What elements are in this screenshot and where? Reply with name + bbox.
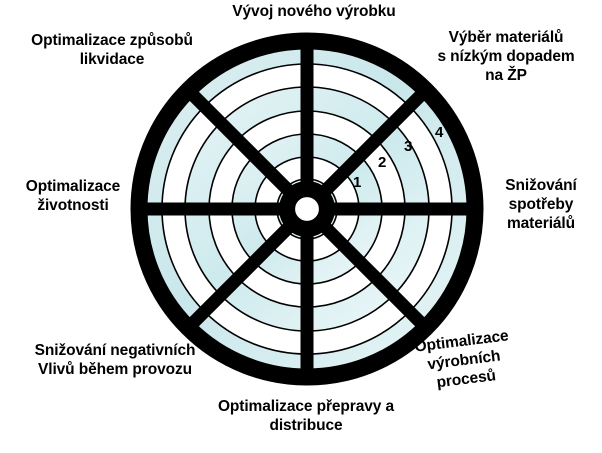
spoke-group — [137, 39, 477, 379]
hub-center — [293, 195, 321, 223]
spoke-nw — [182, 84, 312, 214]
ring-number-4: 4 — [435, 124, 444, 141]
ring-number-3: 3 — [404, 138, 412, 155]
ring-number-1: 1 — [353, 174, 361, 191]
spoke-ne — [302, 84, 432, 214]
sector-label-optimalizace-prepravy: Optimalizace přepravy a distribuce — [217, 398, 395, 434]
sector-label-optimalizace-zivotnosti: Optimalizace životnosti — [25, 178, 121, 214]
sector-label-snizovani-negativnich: Snižování negativních Vlivů během provoz… — [34, 342, 196, 378]
spoke-sw — [182, 204, 312, 334]
sector-label-vyvoj-noveho-vyrobku: Vývoj nového výrobku — [232, 3, 396, 20]
ring-number-2: 2 — [378, 154, 386, 171]
sector-label-vyber-materialu: Výběr materiálů s nízkým dopadem na ŽP — [437, 29, 575, 84]
spoke-se — [302, 204, 432, 334]
sector-label-optimalizace-zpusobu: Optimalizace způsobů likvidace — [31, 32, 193, 68]
sector-label-snizovani-spotreby: Snižování spotřeby materiálů — [505, 177, 577, 232]
